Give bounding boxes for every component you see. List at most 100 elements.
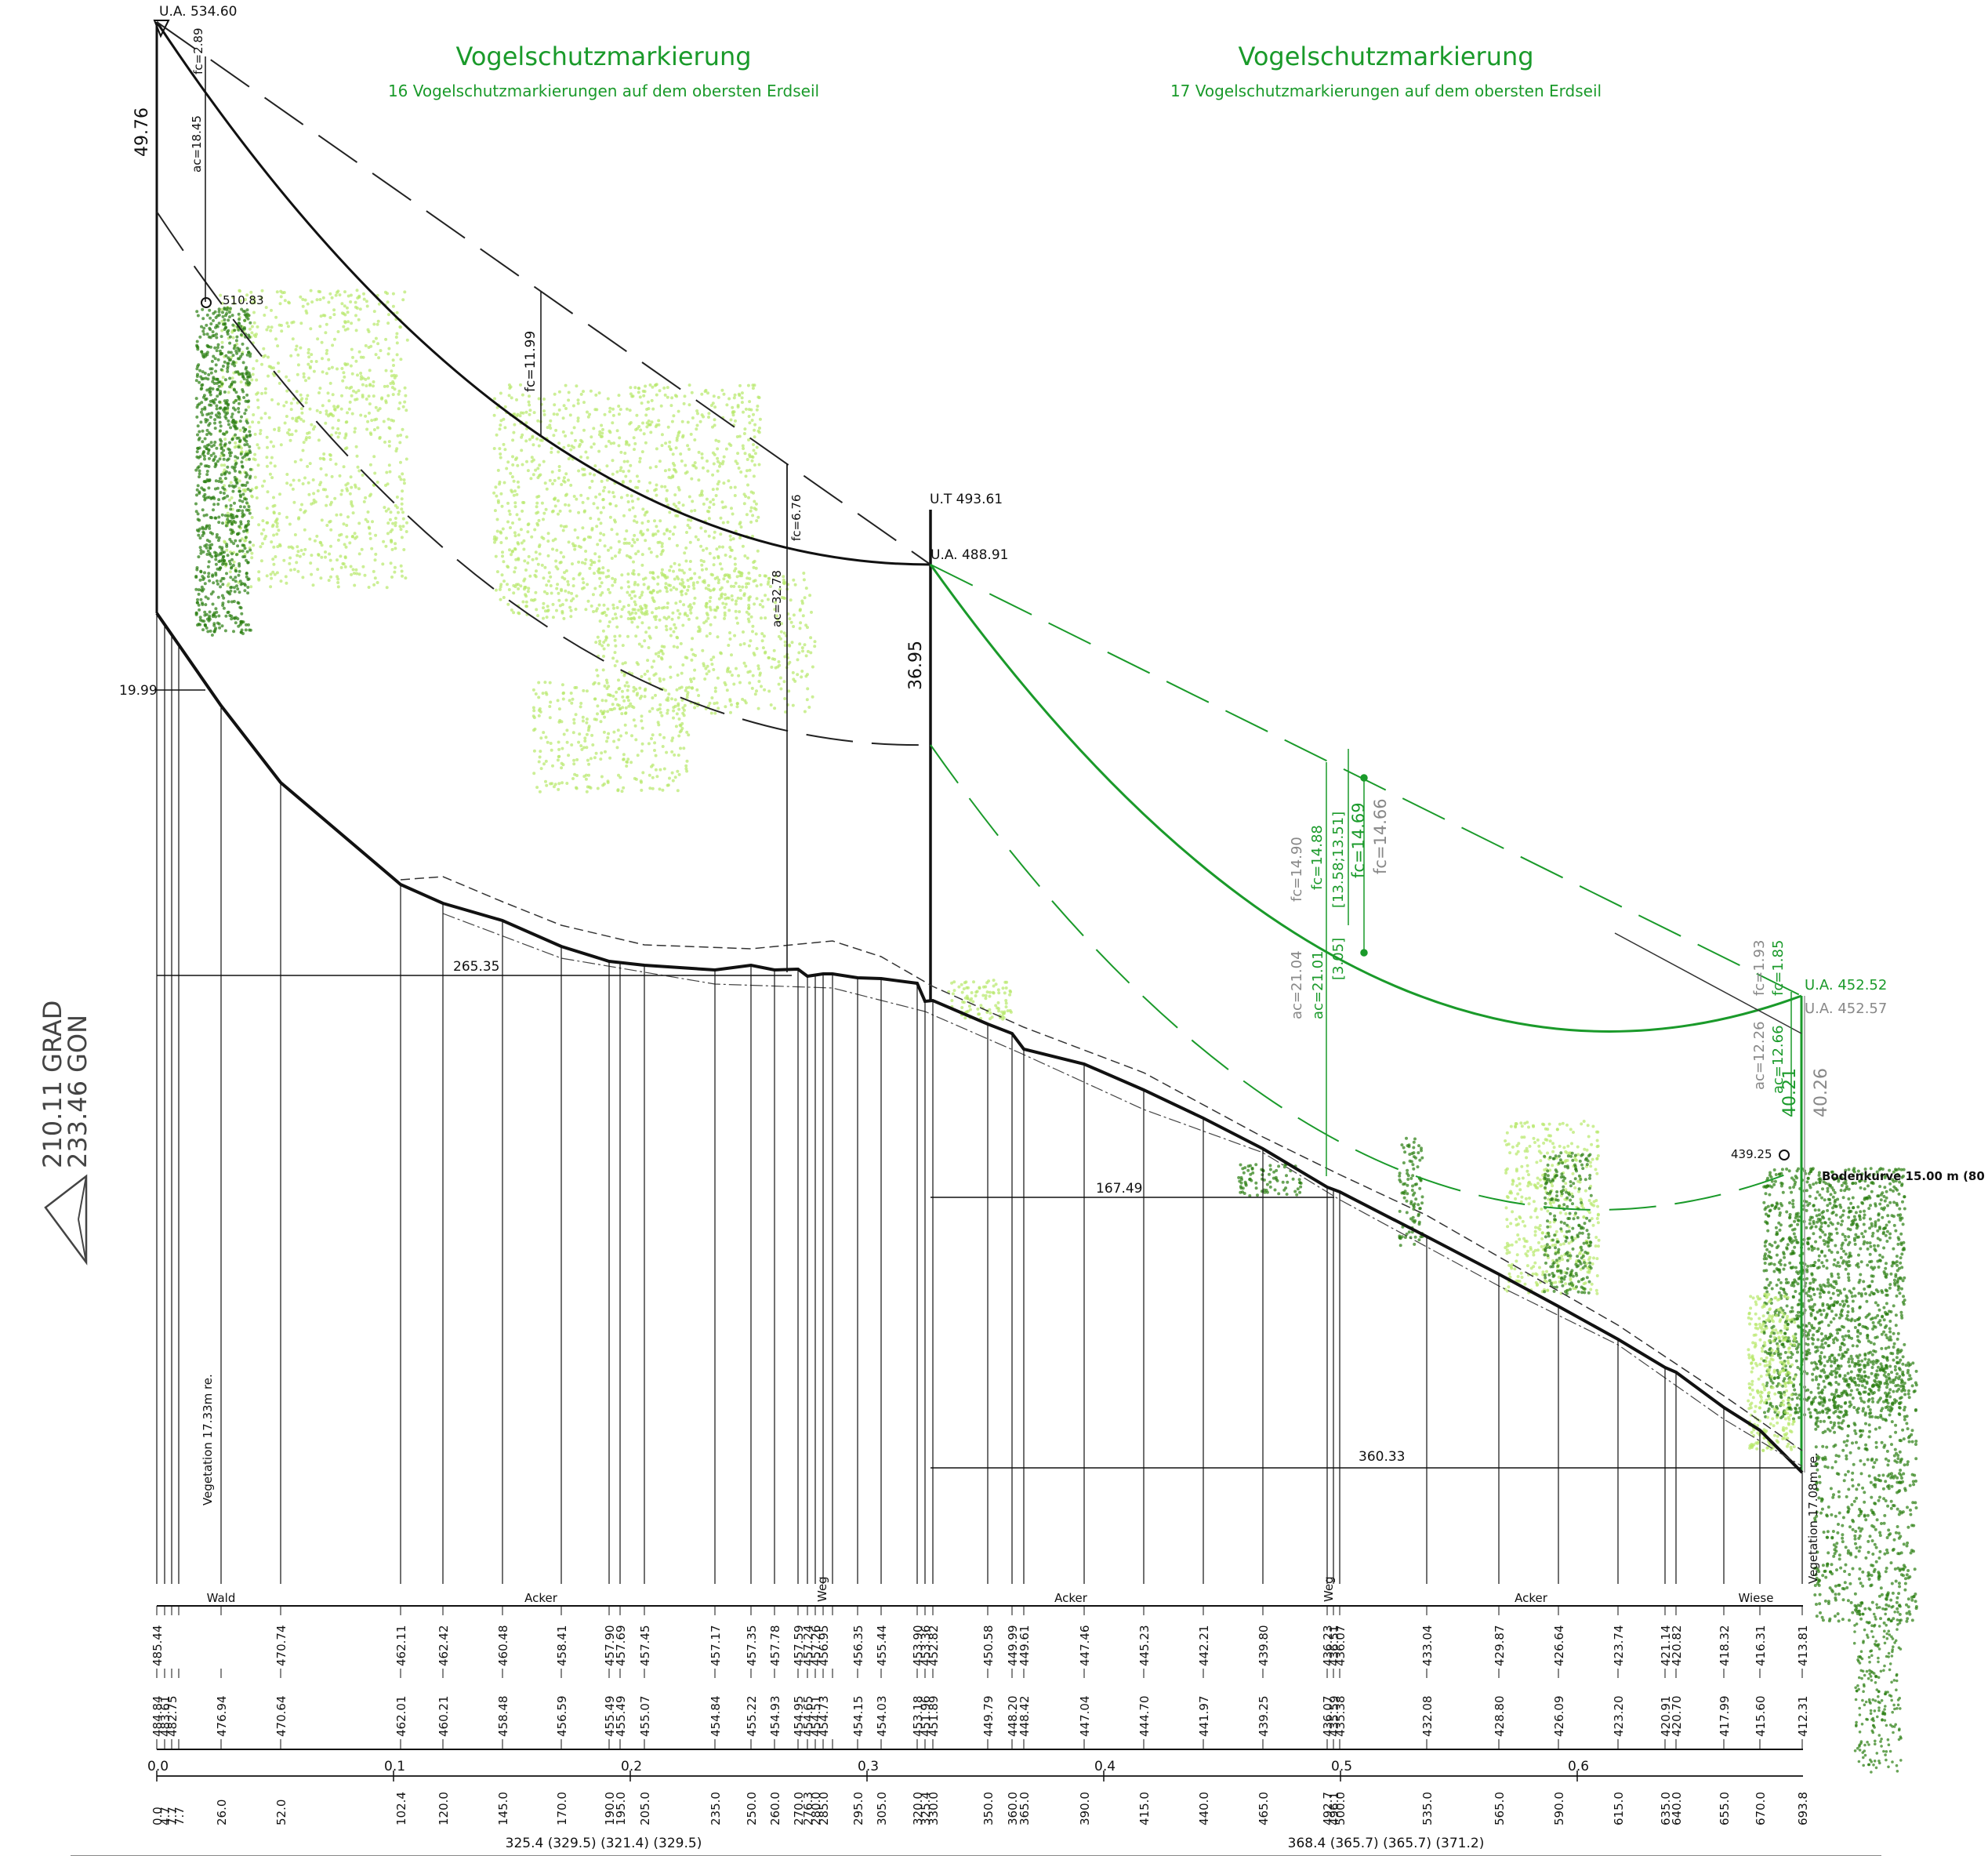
station-elevation-ground: 457.17 <box>709 1625 723 1667</box>
km-tick-label: 0.1 <box>384 1759 405 1774</box>
station-elevation-ground: 449.61 <box>1018 1625 1032 1667</box>
ac-1226: ac=12.26 <box>1751 1021 1768 1090</box>
tower-3-height: 40.21 <box>1780 1068 1800 1117</box>
fc-1466: fc=14.66 <box>1371 798 1390 874</box>
station-elevation-ground: 453.36 <box>919 1625 933 1667</box>
station-elevation-alt: 453.18 <box>911 1696 925 1738</box>
fc-1488: fc=14.88 <box>1309 825 1326 890</box>
landuse-label: Wiese <box>1739 1591 1774 1605</box>
km-axis: 0.0 0.1 0.2 0.3 0.4 0.5 0.6 <box>147 1759 1803 1782</box>
station-elevation-alt: 420.91 <box>1659 1696 1673 1738</box>
station-elevation-alt: 454.65 <box>801 1696 815 1738</box>
fc-289: fc=2.89 <box>191 28 205 75</box>
station-elevation-ground: 485.44 <box>151 1625 165 1667</box>
tower-2: U.T 493.61 U.A. 488.91 36.95 <box>906 492 1008 1002</box>
station-elevation-alt: 460.21 <box>437 1696 451 1738</box>
km-tick-label: 0.0 <box>147 1759 169 1774</box>
station-elevation-alt: 483.61 <box>158 1696 172 1738</box>
km-tick-label: 0.3 <box>858 1759 879 1774</box>
station-distance: 190.0 <box>603 1792 617 1825</box>
station-elevation-alt: 455.49 <box>614 1696 628 1738</box>
station-elevation-alt: 448.42 <box>1018 1696 1032 1738</box>
station-distance: 693.8 <box>1796 1792 1810 1825</box>
station-elevation-ground: 457.26 <box>809 1625 823 1667</box>
point-43925: 439.25 <box>1731 1147 1772 1161</box>
station-elevation-alt: 417.99 <box>1718 1696 1732 1738</box>
station-elevation-alt: 439.25 <box>1257 1696 1271 1738</box>
station-elevation-ground: 455.44 <box>875 1625 889 1667</box>
station-elevation-ground: 418.32 <box>1718 1625 1732 1667</box>
vegetation-point-cloud <box>194 289 1918 1774</box>
station-elevation-alt: 454.15 <box>851 1696 865 1738</box>
ac-1266: ac=12.66 <box>1770 1025 1787 1094</box>
station-distance: 360.0 <box>1006 1792 1020 1825</box>
station-elevation-ground: 447.46 <box>1078 1625 1092 1667</box>
station-distance: 7.7 <box>172 1807 187 1825</box>
station-distance: 440.0 <box>1197 1792 1211 1825</box>
offset-1999: 19.99 <box>119 683 158 699</box>
station-distance: 260.0 <box>768 1792 782 1825</box>
landuse-label: Acker <box>524 1591 558 1605</box>
station-elevation-alt: 449.79 <box>981 1696 996 1738</box>
station-elevation-ground: 439.80 <box>1257 1625 1271 1667</box>
station-distance: 102.4 <box>394 1792 408 1825</box>
station-elevation-ground: 436.23 <box>1321 1625 1335 1667</box>
station-elevation-ground: 421.14 <box>1659 1625 1673 1667</box>
station-elevation-alt: 435.38 <box>1333 1696 1348 1738</box>
station-elevation-alt: 454.93 <box>768 1696 782 1738</box>
station-distance: 535.0 <box>1420 1792 1435 1825</box>
station-distance: 415.0 <box>1137 1792 1152 1825</box>
station-distance: 235.0 <box>709 1792 723 1825</box>
point-51083: 510.83 <box>223 293 264 307</box>
station-distance: 270.0 <box>792 1792 806 1825</box>
vegetation-right-label: Vegetation 17.08m re. <box>1806 1452 1820 1584</box>
station-elevation-alt: 447.04 <box>1078 1696 1092 1738</box>
fc-1469: fc=14.69 <box>1349 802 1368 878</box>
landuse-labels: Wald Acker Weg Acker Weg Acker Wiese <box>207 1576 1774 1605</box>
station-distance: 120.0 <box>437 1792 451 1825</box>
span2-dist: 167.49 <box>1096 1181 1142 1197</box>
station-distance: 330.0 <box>927 1792 941 1825</box>
tower-1-height: 49.76 <box>132 107 152 157</box>
ac-2101: ac=21.01 <box>1310 950 1326 1019</box>
span2-length: 360.33 <box>1359 1449 1405 1465</box>
station-elevation-ground: 457.78 <box>768 1625 782 1667</box>
station-distance: 565.0 <box>1493 1792 1507 1825</box>
station-distance: 635.0 <box>1659 1792 1673 1825</box>
station-elevation-alt: 462.01 <box>394 1696 408 1738</box>
ac-1845: ac=18.45 <box>190 115 204 173</box>
station-distance: 500.0 <box>1333 1792 1348 1825</box>
dimension-lines <box>157 56 1801 1469</box>
km-tick-label: 0.5 <box>1331 1759 1352 1774</box>
fc-193: fc=1.93 <box>1751 940 1768 996</box>
station-elevation-alt: 456.59 <box>555 1696 569 1738</box>
station-values: 485.44 484.84 0.0 483.61 4.7 482.75 7.77.7 476.… <box>151 1606 1810 1825</box>
landuse-label: Weg <box>815 1576 829 1602</box>
station-elevation-alt: 458.48 <box>496 1696 510 1738</box>
station-elevation-alt: 455.22 <box>745 1696 759 1738</box>
station-elevation-ground: 449.99 <box>1006 1625 1020 1667</box>
station-elevation-alt: 441.97 <box>1197 1696 1211 1738</box>
ground-profile <box>155 612 1804 1474</box>
station-distance: 320.0 <box>911 1792 925 1825</box>
landuse-label: Weg <box>1322 1576 1336 1602</box>
station-elevation-alt: 482.75 <box>165 1696 180 1738</box>
station-elevation-ground: 413.81 <box>1796 1625 1810 1667</box>
station-elevation-ground: 458.41 <box>555 1625 569 1667</box>
fc-185: fc=1.85 <box>1770 940 1787 996</box>
station-lines <box>156 613 1803 1584</box>
station-elevation-ground: 457.59 <box>792 1625 806 1667</box>
station-elevation-alt: 484.84 <box>151 1696 165 1738</box>
station-elevation-alt: 451.89 <box>927 1696 941 1738</box>
station-elevation-ground: 433.04 <box>1420 1625 1435 1667</box>
station-elevation-alt: 435.59 <box>1327 1696 1341 1738</box>
station-elevation-alt: 420.70 <box>1670 1696 1684 1738</box>
tower-2-height: 36.95 <box>906 641 926 690</box>
fc-1199: fc=11.99 <box>523 331 539 392</box>
station-elevation-ground: 420.82 <box>1670 1625 1684 1667</box>
bracket-305: [3.05] <box>1330 938 1347 980</box>
tower-2-label: U.A. 488.91 <box>931 547 1008 563</box>
station-elevation-ground: 462.42 <box>437 1625 451 1667</box>
span1-summary: 325.4 (329.5) (321.4) (329.5) <box>506 1836 702 1851</box>
